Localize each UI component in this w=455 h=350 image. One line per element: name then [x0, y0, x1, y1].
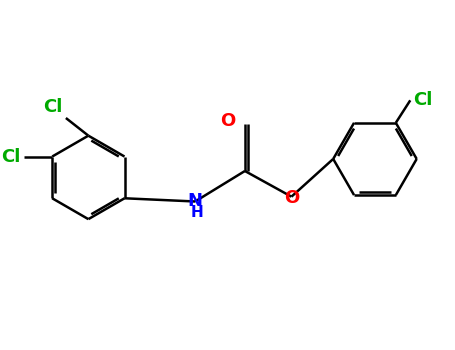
Text: N: N	[187, 193, 202, 210]
Text: Cl: Cl	[1, 148, 21, 166]
Text: O: O	[220, 112, 235, 130]
Text: H: H	[190, 205, 203, 220]
Text: Cl: Cl	[414, 91, 433, 109]
Text: Cl: Cl	[43, 98, 63, 117]
Text: O: O	[284, 189, 299, 207]
